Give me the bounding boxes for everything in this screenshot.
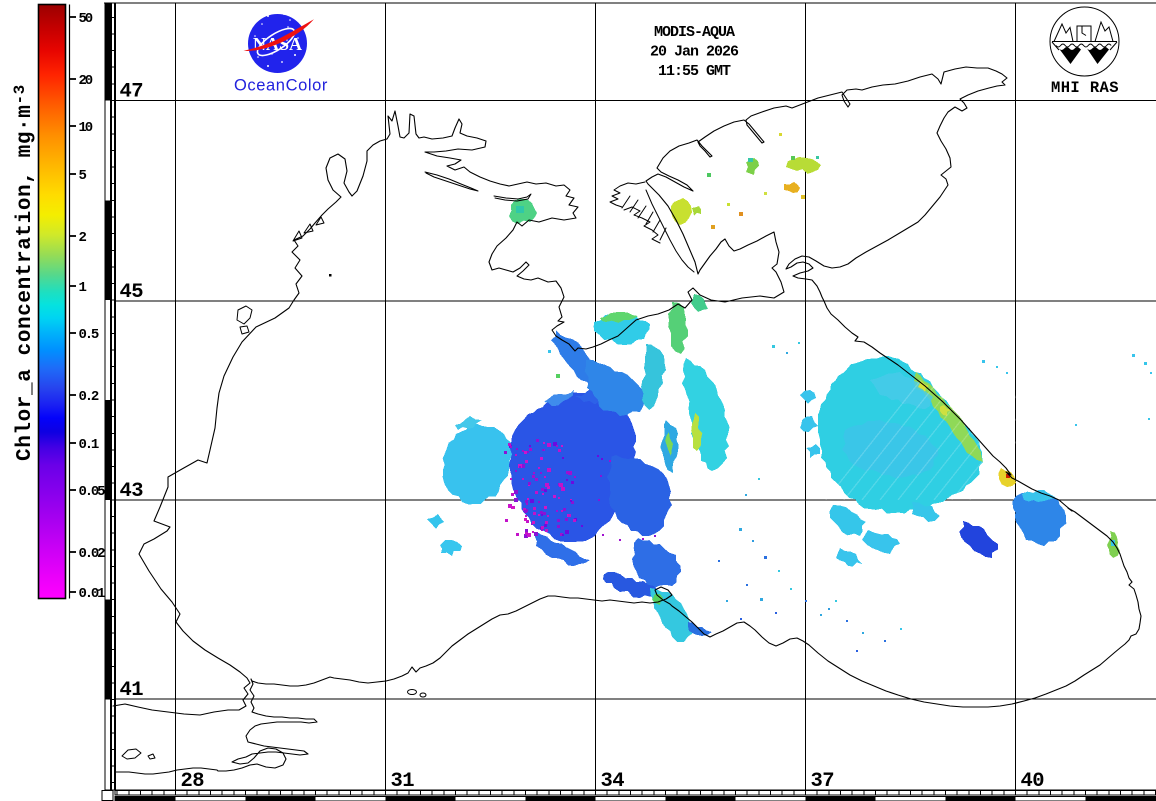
svg-text:37: 37 [811,770,835,793]
svg-text:10: 10 [79,120,93,136]
svg-text:2: 2 [79,230,87,246]
svg-text:MHI RAS: MHI RAS [1051,79,1119,97]
svg-text:40: 40 [1021,770,1045,793]
svg-text:OceanColor: OceanColor [234,77,328,95]
svg-text:34: 34 [601,770,625,793]
svg-text:0.1: 0.1 [79,437,99,453]
svg-text:0.05: 0.05 [79,484,106,500]
svg-text:0.02: 0.02 [79,546,106,562]
svg-text:0.01: 0.01 [79,586,106,602]
svg-text:MODIS-AQUA: MODIS-AQUA [654,24,735,41]
svg-text:20 Jan 2026: 20 Jan 2026 [650,44,739,61]
svg-text:20: 20 [79,73,93,89]
svg-text:50: 50 [79,11,93,27]
svg-text:Chlor_a concentration, mg·m-3: Chlor_a concentration, mg·m-3 [11,84,37,461]
svg-text:45: 45 [120,281,144,304]
svg-text:28: 28 [181,770,205,793]
svg-text:0.5: 0.5 [79,327,99,343]
svg-text:5: 5 [79,168,87,184]
svg-text:1: 1 [79,280,87,296]
svg-text:31: 31 [391,770,415,793]
svg-text:43: 43 [120,480,144,503]
svg-text:41: 41 [120,679,144,702]
svg-text:47: 47 [120,81,144,104]
svg-text:0.2: 0.2 [79,389,99,405]
svg-text:11:55 GMT: 11:55 GMT [658,63,731,80]
